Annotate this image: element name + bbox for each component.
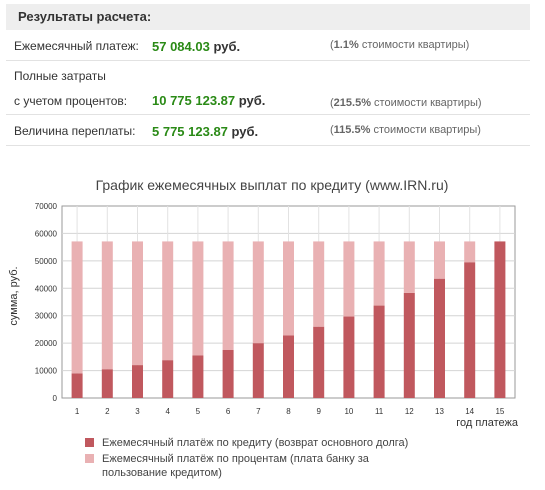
monthly-payment-pct: 1.1%: [333, 39, 359, 51]
x-tick-label: 14: [465, 407, 474, 416]
bar-interest: [464, 241, 476, 263]
total-cost-pct: 215.5%: [333, 97, 371, 109]
y-tick-label: 20000: [35, 339, 58, 348]
y-tick-label: 40000: [35, 284, 58, 293]
bar-principal: [252, 343, 264, 398]
results-panel: Результаты расчета: Ежемесячный платеж: …: [6, 4, 530, 146]
bar-interest: [132, 241, 143, 366]
bar-principal: [71, 373, 83, 398]
total-cost-value: 10 775 123.87 руб.: [152, 93, 265, 108]
total-cost-currency: руб.: [238, 93, 266, 108]
x-tick-label: 7: [256, 407, 261, 416]
bar-interest: [192, 241, 204, 356]
bar-principal: [373, 305, 385, 398]
overpayment-value: 5 775 123.87 руб.: [152, 124, 258, 139]
bar-principal: [403, 292, 415, 398]
overpayment-row: Величина переплаты: 5 775 123.87 руб. (1…: [6, 115, 530, 146]
y-tick-label: 70000: [35, 202, 58, 211]
total-cost-label-line1: Полные затраты: [14, 69, 106, 83]
bar-principal: [313, 326, 325, 398]
bar-principal: [162, 360, 174, 398]
legend-swatch-principal: [85, 438, 94, 447]
total-cost-note: (215.5% стоимости квартиры): [330, 97, 482, 109]
bar-interest: [283, 241, 294, 336]
monthly-payment-currency: руб.: [213, 39, 241, 54]
monthly-payment-value: 57 084.03 руб.: [152, 39, 240, 54]
total-cost-label-line2: с учетом процентов:: [14, 94, 128, 108]
monthly-payment-label: Ежемесячный платеж:: [14, 39, 139, 53]
bar-interest: [434, 241, 445, 279]
y-axis-label: сумма, руб.: [8, 266, 20, 325]
x-tick-label: 12: [405, 407, 414, 416]
bar-interest: [101, 241, 113, 370]
bar-interest: [252, 241, 264, 344]
bar-interest: [403, 241, 415, 293]
legend-swatch-interest: [85, 454, 94, 463]
payment-chart: График ежемесячных выплат по кредиту (ww…: [8, 177, 519, 479]
bar-interest: [222, 241, 234, 350]
x-tick-label: 2: [105, 407, 110, 416]
x-tick-label: 15: [495, 407, 504, 416]
monthly-payment-amount: 57 084.03: [152, 39, 210, 54]
bar-principal: [434, 278, 445, 398]
overpayment-pct: 115.5%: [333, 124, 371, 136]
bar-principal: [192, 355, 204, 398]
y-tick-label: 0: [53, 394, 58, 403]
x-tick-label: 11: [375, 407, 384, 416]
x-tick-label: 6: [226, 407, 231, 416]
y-tick-label: 60000: [35, 229, 58, 238]
bar-interest: [343, 241, 355, 317]
x-tick-label: 9: [316, 407, 321, 416]
bar-interest: [162, 241, 174, 361]
x-tick-labels: 1 2 3 4 5 6 7 8 9 10 11 12 13 14 15: [75, 407, 505, 416]
y-tick-label: 30000: [35, 312, 58, 321]
chart-title: График ежемесячных выплат по кредиту (ww…: [96, 177, 449, 193]
overpayment-currency: руб.: [231, 124, 259, 139]
y-tick-label: 10000: [35, 367, 58, 376]
y-tick-labels: 0 10000 20000 30000 40000 50000 60000 70000: [35, 202, 58, 403]
monthly-payment-row: Ежемесячный платеж: 57 084.03 руб. (1.1%…: [6, 30, 530, 61]
results-header: Результаты расчета:: [6, 4, 530, 30]
x-tick-label: 5: [196, 407, 201, 416]
x-tick-label: 3: [135, 407, 140, 416]
x-tick-label: 8: [286, 407, 291, 416]
bar-principal: [132, 365, 143, 398]
legend-label-interest: Ежемесячный платёж по процентам (плата б…: [102, 453, 370, 479]
x-tick-label: 1: [75, 407, 80, 416]
total-cost-row: Полные затраты с учетом процентов: 10 77…: [6, 61, 530, 115]
overpayment-label: Величина переплаты:: [14, 124, 136, 138]
total-cost-amount: 10 775 123.87: [152, 93, 236, 108]
chart-legend: Ежемесячный платёж по кредиту (возврат о…: [85, 437, 408, 479]
y-tick-label: 50000: [35, 257, 58, 266]
bar-interest: [313, 241, 325, 327]
overpayment-amount: 5 775 123.87: [152, 124, 228, 139]
x-tick-label: 4: [165, 407, 170, 416]
chart-bars: [71, 241, 506, 398]
bar-principal: [343, 316, 355, 398]
bar-principal: [464, 262, 476, 398]
overpayment-note: (115.5% стоимости квартиры): [330, 124, 481, 136]
x-axis-label: год платежа: [456, 417, 519, 429]
bar-principal: [222, 350, 234, 398]
x-tick-label: 10: [344, 407, 353, 416]
x-tick-label: 13: [435, 407, 444, 416]
bar-principal: [101, 369, 113, 398]
legend-label-principal: Ежемесячный платёж по кредиту (возврат о…: [102, 437, 408, 449]
monthly-payment-note: (1.1% стоимости квартиры): [330, 39, 470, 51]
bar-interest: [373, 241, 385, 306]
bar-interest: [71, 241, 83, 374]
bar-principal: [494, 241, 506, 398]
bar-principal: [283, 335, 294, 398]
